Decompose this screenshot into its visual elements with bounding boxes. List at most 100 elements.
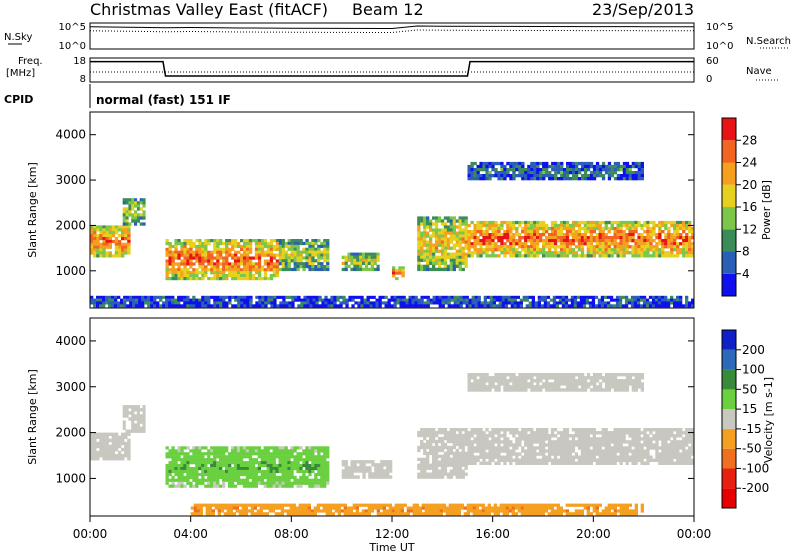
heatmap-cell — [441, 256, 444, 259]
heatmap-cell — [213, 257, 216, 260]
heatmap-cell — [518, 162, 521, 165]
heatmap-cell — [509, 462, 512, 465]
heatmap-cell — [326, 449, 329, 452]
heatmap-cell — [270, 455, 273, 458]
heatmap-cell — [311, 485, 314, 488]
heatmap-cell — [171, 476, 174, 479]
heatmap-cell — [127, 445, 130, 448]
heatmap-cell — [533, 431, 536, 434]
heatmap-cell — [180, 277, 183, 280]
heatmap-cell — [640, 462, 643, 465]
heatmap-cell — [270, 277, 273, 280]
heatmap-cell — [234, 274, 237, 277]
heatmap-cell — [198, 271, 201, 274]
heatmap-cell — [466, 301, 469, 304]
heatmap-cell — [453, 265, 456, 268]
heatmap-cell — [109, 451, 112, 454]
station-title: Christmas Valley East (fitACF) — [90, 0, 328, 19]
heatmap-cell — [207, 482, 210, 485]
heatmap-cell — [587, 230, 590, 233]
heatmap-cell — [474, 171, 477, 174]
heatmap-cell — [180, 262, 183, 265]
heatmap-cell — [652, 224, 655, 227]
heatmap-cell — [649, 437, 652, 440]
heatmap-cell — [204, 248, 207, 251]
heatmap-cell — [554, 440, 557, 443]
heatmap-cell — [664, 227, 667, 230]
heatmap-cell — [423, 470, 426, 473]
heatmap-cell — [593, 440, 596, 443]
heatmap-cell — [441, 473, 444, 476]
heatmap-cell — [370, 304, 373, 307]
heatmap-cell — [249, 260, 252, 263]
heatmap-cell — [409, 296, 412, 299]
heatmap-cell — [560, 177, 563, 180]
heatmap-cell — [634, 221, 637, 224]
heatmap-cell — [195, 455, 198, 458]
heatmap-cell — [655, 299, 658, 302]
heatmap-cell — [682, 446, 685, 449]
heatmap-cell — [542, 254, 545, 257]
heatmap-cell — [646, 452, 649, 455]
heatmap-cell — [293, 479, 296, 482]
heatmap-cell — [559, 299, 562, 302]
heatmap-cell — [620, 462, 623, 465]
heatmap-cell — [614, 428, 617, 431]
heatmap-cell — [353, 262, 356, 265]
heatmap-cell — [195, 274, 198, 277]
heatmap-cell — [311, 455, 314, 458]
heatmap-cell — [491, 428, 494, 431]
heatmap-cell — [638, 174, 641, 177]
heatmap-cell — [554, 168, 557, 171]
heatmap-cell — [634, 456, 637, 459]
heatmap-cell — [228, 248, 231, 251]
heatmap-cell — [273, 262, 276, 265]
heatmap-cell — [180, 485, 183, 488]
heatmap-cell — [326, 256, 329, 259]
heatmap-cell — [527, 459, 530, 462]
heatmap-cell — [418, 301, 421, 304]
heatmap-cell — [551, 459, 554, 462]
heatmap-cell — [488, 459, 491, 462]
heatmap-cell — [96, 454, 99, 457]
heatmap-cell — [477, 379, 480, 382]
heatmap-cell — [99, 234, 102, 237]
heatmap-cell — [497, 227, 500, 230]
heatmap-cell — [494, 168, 497, 171]
heatmap-cell — [589, 301, 592, 304]
heatmap-cell — [293, 449, 296, 452]
heatmap-cell — [524, 230, 527, 233]
heatmap-cell — [192, 458, 195, 461]
heatmap-cell — [270, 470, 273, 473]
heatmap-cell — [459, 268, 462, 271]
heatmap-cell — [287, 461, 290, 464]
colorbar-swatch — [722, 252, 736, 274]
heatmap-cell — [545, 239, 548, 242]
heatmap-cell — [658, 431, 661, 434]
heatmap-cell — [240, 245, 243, 248]
heatmap-cell — [482, 449, 485, 452]
heatmap-cell — [535, 304, 538, 307]
heatmap-cell — [676, 224, 679, 227]
heatmap-cell — [614, 456, 617, 459]
heatmap-cell — [373, 301, 376, 304]
heatmap-cell — [172, 271, 175, 274]
heatmap-cell — [565, 296, 568, 299]
heatmap-cell — [590, 174, 593, 177]
heatmap-cell — [150, 296, 153, 299]
heatmap-cell — [108, 301, 111, 304]
heatmap-cell — [222, 257, 225, 260]
heatmap-cell — [293, 476, 296, 479]
heatmap-cell — [311, 254, 314, 257]
heatmap-cell — [430, 301, 433, 304]
heatmap-cell — [141, 296, 144, 299]
heatmap-cell — [294, 242, 297, 245]
heatmap-cell — [584, 165, 587, 168]
heatmap-cell — [459, 431, 462, 434]
heatmap-cell — [171, 461, 174, 464]
heatmap-cell — [186, 268, 189, 271]
heatmap-cell — [635, 162, 638, 165]
heatmap-cell — [424, 296, 427, 299]
heatmap-cell — [575, 462, 578, 465]
heatmap-cell — [165, 296, 168, 299]
